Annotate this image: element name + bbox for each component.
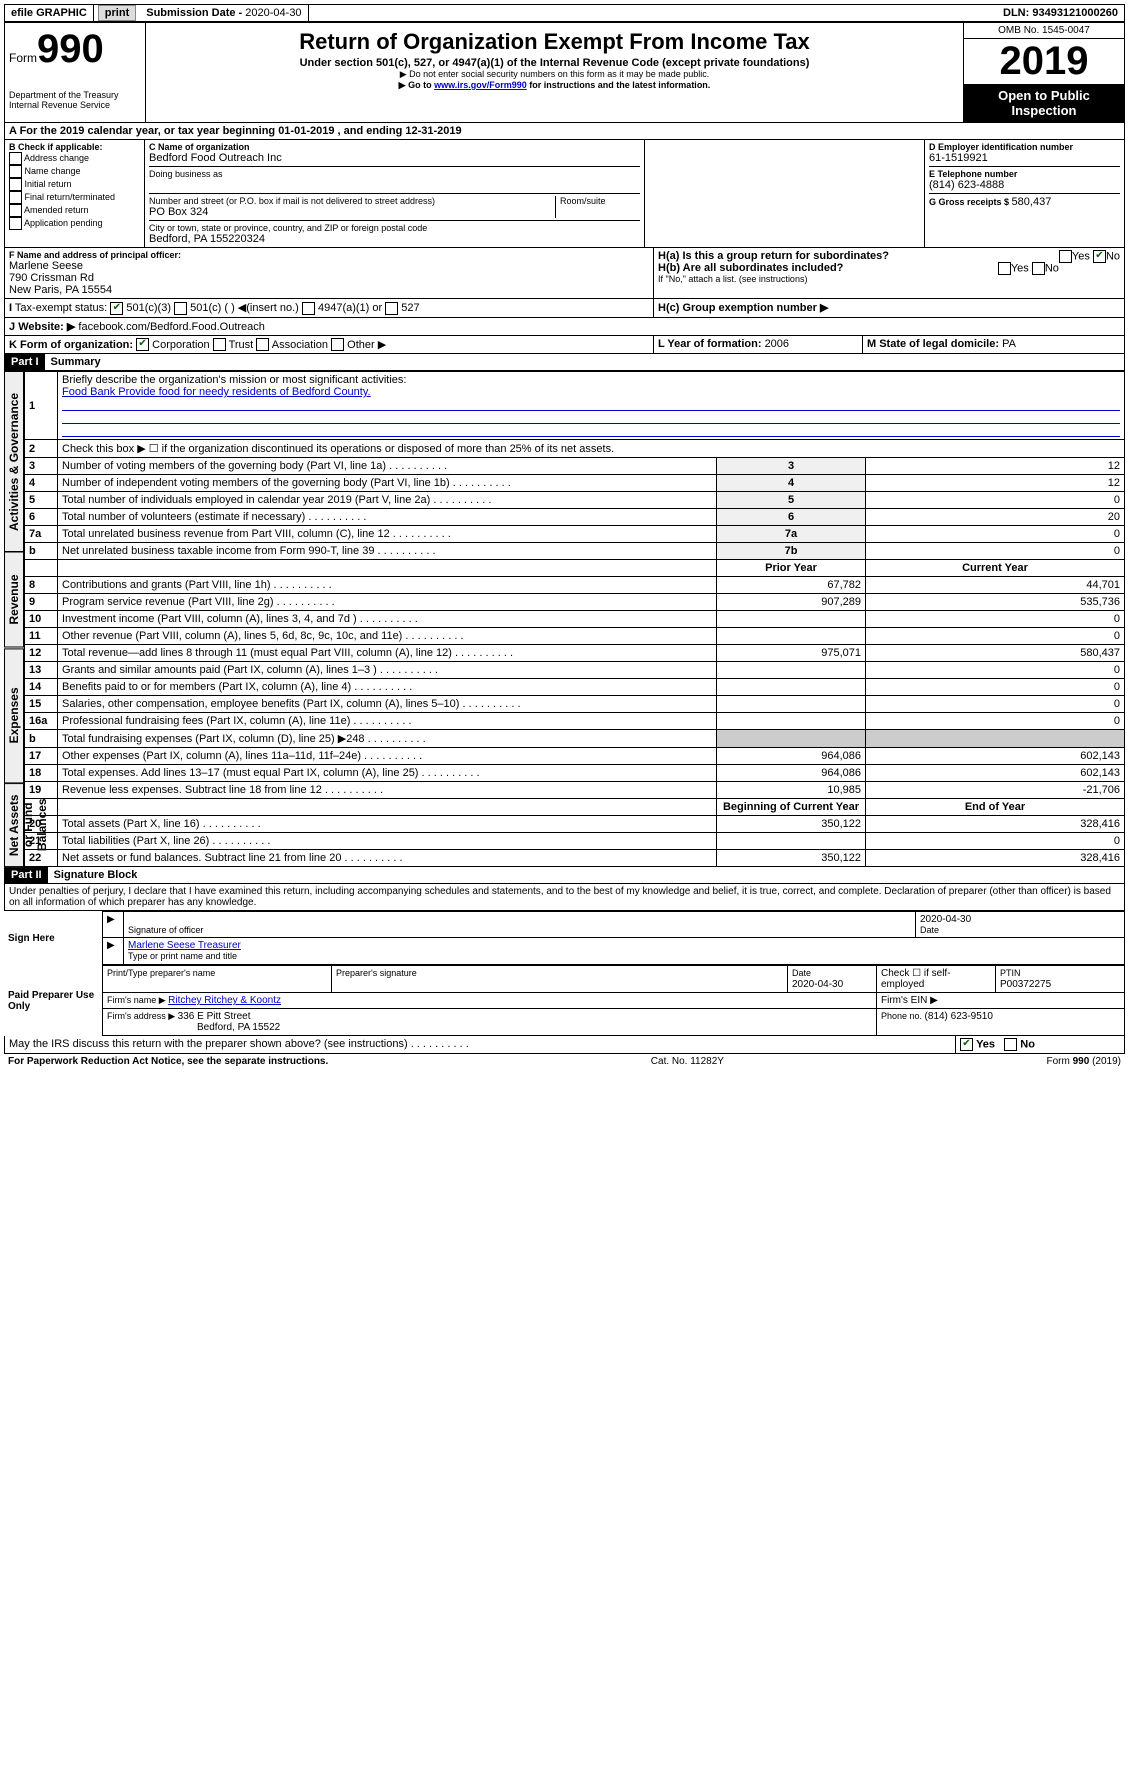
section-c: C Name of organizationBedford Food Outre… xyxy=(145,140,645,247)
side-netassets: Net Assets or Fund Balances xyxy=(4,783,24,867)
h-b: H(b) Are all subordinates included? Yes … xyxy=(658,262,1120,274)
ein-value: 61-1519921 xyxy=(929,152,1120,164)
part1-body: Activities & Governance Revenue Expenses… xyxy=(4,371,1125,867)
table-row: 6Total number of volunteers (estimate if… xyxy=(25,509,1125,526)
form-number: Form990 xyxy=(9,27,141,72)
ssn-note: ▶ Do not enter social security numbers o… xyxy=(150,69,959,80)
section-b: B Check if applicable: Address change Na… xyxy=(5,140,145,247)
dept-treasury: Department of the Treasury Internal Reve… xyxy=(9,90,141,110)
section-k-l-m: K Form of organization: Corporation Trus… xyxy=(4,336,1125,355)
side-revenue: Revenue xyxy=(4,552,24,648)
table-row: 5Total number of individuals employed in… xyxy=(25,492,1125,509)
open-public: Open to Public Inspection xyxy=(964,84,1124,122)
table-row: 15Salaries, other compensation, employee… xyxy=(25,696,1125,713)
section-f-h: F Name and address of principal officer:… xyxy=(4,248,1125,299)
tax-year-line: A For the 2019 calendar year, or tax yea… xyxy=(4,123,1125,140)
table-row: 19Revenue less expenses. Subtract line 1… xyxy=(25,782,1125,799)
checkbox-option[interactable]: Initial return xyxy=(9,178,140,191)
phone-value: (814) 623-4888 xyxy=(929,179,1120,191)
declaration: Under penalties of perjury, I declare th… xyxy=(4,884,1125,911)
irs-link[interactable]: www.irs.gov/Form990 xyxy=(434,80,527,90)
table-row: 16aProfessional fundraising fees (Part I… xyxy=(25,713,1125,730)
table-row: 10Investment income (Part VIII, column (… xyxy=(25,611,1125,628)
form-header: Form990 Department of the Treasury Inter… xyxy=(4,22,1125,123)
table-row: 18Total expenses. Add lines 13–17 (must … xyxy=(25,765,1125,782)
discuss-row: May the IRS discuss this return with the… xyxy=(4,1036,1125,1054)
table-row: 11Other revenue (Part VIII, column (A), … xyxy=(25,628,1125,645)
table-row: 9Program service revenue (Part VIII, lin… xyxy=(25,594,1125,611)
checkbox-option[interactable]: Final return/terminated xyxy=(9,191,140,204)
table-row: 20Total assets (Part X, line 16)350,1223… xyxy=(25,816,1125,833)
table-row: bNet unrelated business taxable income f… xyxy=(25,543,1125,560)
table-row: 8Contributions and grants (Part VIII, li… xyxy=(25,577,1125,594)
side-expenses: Expenses xyxy=(4,648,24,783)
form-title: Return of Organization Exempt From Incom… xyxy=(150,29,959,55)
dln: DLN: 93493121000260 xyxy=(997,5,1124,21)
table-row: 17Other expenses (Part IX, column (A), l… xyxy=(25,748,1125,765)
side-governance: Activities & Governance xyxy=(4,371,24,552)
table-row: 7aTotal unrelated business revenue from … xyxy=(25,526,1125,543)
print-button[interactable]: print xyxy=(98,5,136,21)
table-row: 13Grants and similar amounts paid (Part … xyxy=(25,662,1125,679)
part1-header: Part I Summary xyxy=(4,354,1125,371)
section-j: J Website: ▶ facebook.com/Bedford.Food.O… xyxy=(4,318,1125,336)
table-row: 3Number of voting members of the governi… xyxy=(25,458,1125,475)
officer-name-link[interactable]: Marlene Seese Treasurer xyxy=(128,940,241,951)
top-bar: efile GRAPHIC print Submission Date - 20… xyxy=(4,4,1125,22)
efile-label: efile GRAPHIC xyxy=(5,5,94,21)
table-row: 4Number of independent voting members of… xyxy=(25,475,1125,492)
section-i: I Tax-exempt status: 501(c)(3) 501(c) ( … xyxy=(4,299,1125,318)
omb-number: OMB No. 1545-0047 xyxy=(964,23,1124,39)
goto-note: ▶ Go to www.irs.gov/Form990 for instruct… xyxy=(150,80,959,91)
gross-receipts: 580,437 xyxy=(1012,196,1052,208)
checkbox-option[interactable]: Address change xyxy=(9,152,140,165)
h-c: H(c) Group exemption number ▶ xyxy=(658,302,828,314)
part2-header: Part II Signature Block xyxy=(4,867,1125,884)
form-subtitle: Under section 501(c), 527, or 4947(a)(1)… xyxy=(150,57,959,69)
checkbox-option[interactable]: Application pending xyxy=(9,217,140,230)
table-row: 12Total revenue—add lines 8 through 11 (… xyxy=(25,645,1125,662)
section-d-e-g: D Employer identification number61-15199… xyxy=(924,140,1124,247)
submission-date: Submission Date - 2020-04-30 xyxy=(140,5,308,21)
section-b-through-g: B Check if applicable: Address change Na… xyxy=(4,140,1125,248)
table-row: 22Net assets or fund balances. Subtract … xyxy=(25,850,1125,867)
summary-table: 1Briefly describe the organization's mis… xyxy=(24,371,1125,867)
table-row: bTotal fundraising expenses (Part IX, co… xyxy=(25,730,1125,748)
firm-link[interactable]: Ritchey Ritchey & Koontz xyxy=(168,995,281,1006)
checkbox-option[interactable]: Amended return xyxy=(9,204,140,217)
sign-here-block: Sign Here ▶ Signature of officer 2020-04… xyxy=(4,911,1125,965)
paid-preparer-block: Paid Preparer Use Only Print/Type prepar… xyxy=(4,965,1125,1036)
tax-year: 2019 xyxy=(964,39,1124,84)
footer: For Paperwork Reduction Act Notice, see … xyxy=(4,1054,1125,1069)
mission-link[interactable]: Food Bank Provide food for needy residen… xyxy=(62,386,371,398)
checkbox-option[interactable]: Name change xyxy=(9,165,140,178)
table-row: 21Total liabilities (Part X, line 26)0 xyxy=(25,833,1125,850)
h-a: H(a) Is this a group return for subordin… xyxy=(658,250,1120,262)
table-row: 14Benefits paid to or for members (Part … xyxy=(25,679,1125,696)
